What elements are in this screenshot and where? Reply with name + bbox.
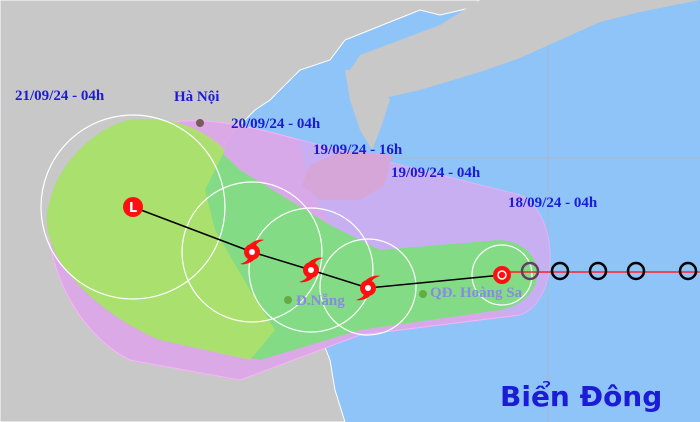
- place-hanoi: Hà Nội: [174, 89, 220, 105]
- current-storm-icon: [493, 266, 511, 284]
- danang-marker: [284, 296, 292, 304]
- timestamp-label: 18/09/24 - 04h: [508, 195, 598, 211]
- timestamp-label: 21/09/24 - 04h: [15, 88, 105, 104]
- timestamp-label: 20/09/24 - 04h: [231, 116, 321, 132]
- hainan-island: [302, 150, 392, 200]
- hanoi-marker: [196, 119, 204, 127]
- low-pressure-icon: L: [123, 197, 143, 217]
- timestamp-label: 19/09/24 - 04h: [391, 165, 481, 181]
- sea-title: Biển Đông: [500, 380, 663, 413]
- wind-radii: [40, 114, 533, 336]
- storm-icon: [240, 239, 264, 265]
- timestamp-label: 19/09/24 - 16h: [313, 142, 403, 158]
- place-danang: Đ.Nẵng: [296, 293, 345, 309]
- land-leizhou: [345, 70, 390, 150]
- svg-text:L: L: [129, 201, 137, 216]
- place-hoangsa: QĐ. Hoàng Sa: [430, 285, 523, 301]
- storm-icons: [240, 239, 380, 301]
- hoangsa-marker: [419, 290, 427, 298]
- storm-icon: [299, 257, 323, 283]
- danger-zone-land: [46, 119, 275, 360]
- land-northeast: [350, 0, 700, 100]
- storm-icon: [356, 275, 380, 301]
- past-positions: [520, 261, 698, 281]
